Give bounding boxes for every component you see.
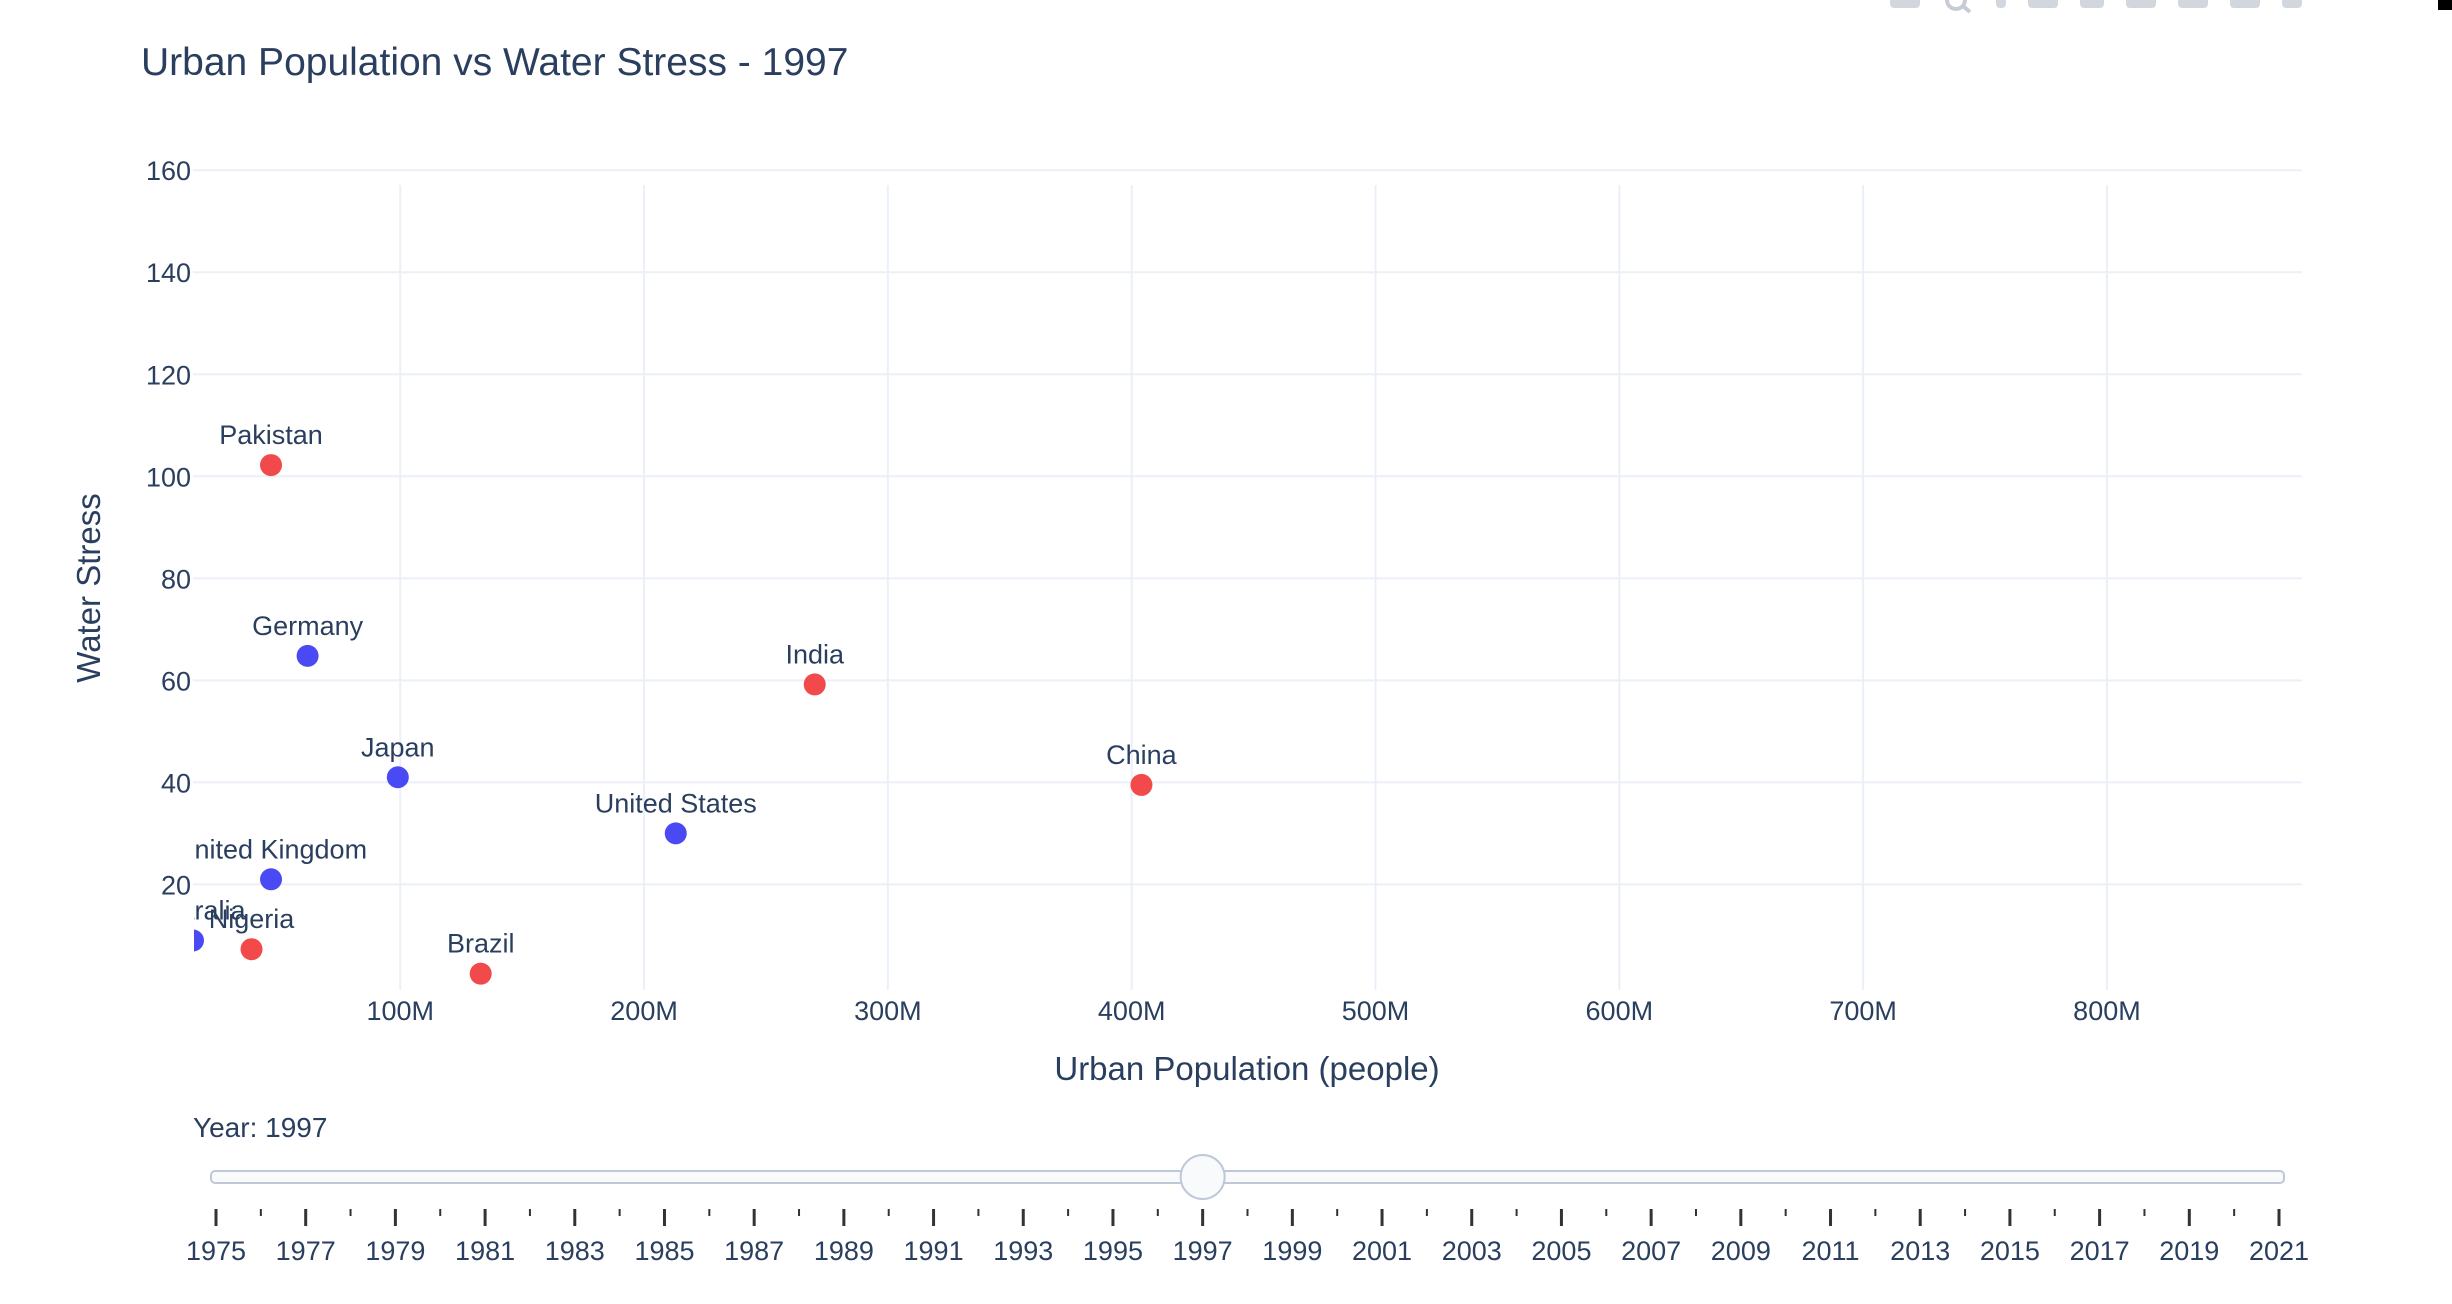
x-tick-label: 300M [854, 996, 922, 1026]
slider-tick-label: 2015 [1980, 1236, 2040, 1266]
data-point [260, 868, 283, 891]
data-point [803, 673, 826, 696]
box-select-icon[interactable] [2028, 0, 2058, 8]
slider-tick-label: 2021 [2249, 1236, 2309, 1266]
x-tick-label: 100M [366, 996, 434, 1026]
slider-tick-label: 1983 [545, 1236, 605, 1266]
slider-ticks: 1975 1977 1979 1981 1983 1985 1987 1989 1991 1993… [186, 1209, 2309, 1266]
slider-label: Year: 1997 [193, 1112, 327, 1143]
slider-tick-label: 1997 [1173, 1236, 1233, 1266]
y-tick-label: 20 [161, 870, 191, 900]
zoom-out-icon[interactable] [2178, 0, 2208, 8]
data-point [194, 929, 204, 952]
x-tick-label: 800M [2073, 996, 2141, 1026]
slider-tick-label: 2013 [1890, 1236, 1950, 1266]
y-tick-label: 140 [146, 258, 191, 288]
data-point [260, 454, 283, 477]
point-label: India [785, 639, 845, 669]
point-label: Nigeria [209, 904, 296, 934]
data-points: Pakistan Germany India Japan China United Sta… [140, 420, 1178, 985]
x-tick-label: 200M [610, 996, 678, 1026]
autoscale-icon[interactable] [2230, 0, 2260, 8]
slider-tick-label: 2005 [1531, 1236, 1591, 1266]
slider-tick-label: 2009 [1711, 1236, 1771, 1266]
slider-tick-label: 1979 [365, 1236, 425, 1266]
slider-tick-label: 1989 [814, 1236, 874, 1266]
pan-icon[interactable] [1996, 0, 2006, 8]
point-label: Australia [140, 896, 246, 926]
data-point [386, 766, 409, 789]
point-label: China [1106, 740, 1178, 770]
grid-lines [193, 169, 2302, 990]
slider-tick-label: 2001 [1352, 1236, 1412, 1266]
y-tick-label: 80 [161, 564, 191, 594]
y-tick-label: 60 [161, 666, 191, 696]
y-tick-label: 100 [146, 462, 191, 492]
slider-tick-label: 2003 [1442, 1236, 1502, 1266]
data-point [469, 962, 492, 985]
x-axis-ticks: 100M 200M 300M 400M 500M 600M 700M 800M [366, 996, 2140, 1026]
reset-axes-icon[interactable] [2282, 0, 2302, 8]
y-axis-ticks: 20 40 60 80 100 120 140 160 [146, 156, 191, 900]
lasso-icon[interactable] [2080, 0, 2104, 8]
point-label: Germany [252, 611, 364, 641]
slider-handle[interactable] [1179, 1154, 1226, 1200]
point-label: United States [595, 788, 757, 818]
zoom-icon[interactable] [1942, 0, 1974, 14]
slider-tick-label: 2007 [1621, 1236, 1681, 1266]
slider-tick-label: 1995 [1083, 1236, 1143, 1266]
x-tick-label: 400M [1098, 996, 1166, 1026]
slider-tick-label: 2019 [2159, 1236, 2219, 1266]
slider-tick-label: 1991 [904, 1236, 964, 1266]
data-point [296, 644, 319, 667]
y-tick-label: 160 [146, 156, 191, 186]
slider-tick-label: 1981 [455, 1236, 515, 1266]
data-point [1130, 773, 1153, 796]
x-tick-label: 500M [1342, 996, 1410, 1026]
y-axis-label: Water Stress [70, 493, 107, 682]
point-label: Brazil [447, 929, 515, 959]
data-point [240, 938, 263, 961]
slider-tick-label: 1993 [993, 1236, 1053, 1266]
y-tick-label: 120 [146, 360, 191, 390]
slider-tick-label: 2017 [2070, 1236, 2130, 1266]
x-tick-label: 700M [1829, 996, 1897, 1026]
zoom-in-icon[interactable] [2126, 0, 2156, 8]
slider-tick-label: 1975 [186, 1236, 246, 1266]
camera-icon[interactable] [1890, 0, 1920, 8]
slider-tick-label: 1985 [634, 1236, 694, 1266]
slider-rail[interactable] [210, 1170, 2285, 1184]
point-label: Japan [361, 732, 435, 762]
point-label: United Kingdom [175, 834, 367, 864]
slider-tick-label: 1987 [724, 1236, 784, 1266]
window-corner [2438, 0, 2452, 10]
chart-title: Urban Population vs Water Stress - 1997 [141, 41, 848, 84]
y-tick-label: 40 [161, 768, 191, 798]
slider-tick-label: 1999 [1262, 1236, 1322, 1266]
slider-tick-label: 2011 [1801, 1236, 1859, 1266]
modebar [1890, 0, 2302, 14]
data-point [664, 822, 687, 845]
slider-tick-label: 1977 [276, 1236, 336, 1266]
point-label: Pakistan [219, 420, 323, 450]
x-tick-label: 600M [1586, 996, 1654, 1026]
x-axis-label: Urban Population (people) [1054, 1050, 1439, 1087]
